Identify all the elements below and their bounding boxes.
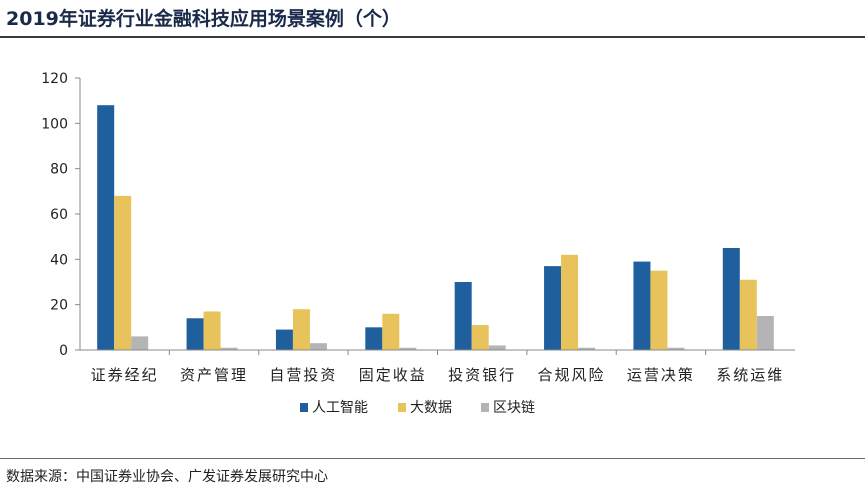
x-category-label: 投资银行 [448,366,516,384]
y-axis: 0 20 40 60 80 100 120 [41,71,81,359]
bar-2-1 [114,195,132,350]
x-category-label: 证券经纪 [91,366,159,384]
bar-3-3 [309,343,327,350]
bar-1-2 [186,318,204,350]
x-category-label: 运营决策 [627,366,695,384]
x-axis: 证券经纪 资产管理 自营投资 固定收益 投资银行 合规风险 运营决策 系统运维 [80,349,795,384]
legend-swatch-1 [300,403,308,412]
x-category-label: 资产管理 [180,366,248,384]
y-tick-label: 100 [41,116,68,132]
bar-3-4 [399,347,417,350]
bar-1-8 [722,248,740,350]
legend-label-3: 区块链 [493,400,535,416]
bar-3-5 [488,345,506,350]
legend-swatch-2 [398,403,406,412]
legend: 人工智能 大数据 区块链 [300,400,535,416]
bar-1-6 [544,266,562,350]
x-category-label: 自营投资 [269,366,337,384]
bar-1-4 [365,327,383,350]
bar-3-6 [578,347,596,350]
bar-3-8 [756,316,774,350]
bar-3-1 [131,336,149,350]
x-category-label: 合规风险 [538,366,606,384]
bar-3-2 [220,347,238,350]
bar-3-7 [667,347,685,350]
y-tick-label: 80 [50,162,68,178]
legend-swatch-3 [481,403,489,412]
bar-1-1 [97,105,115,350]
x-category-label: 系统运维 [716,366,784,384]
y-tick-label: 40 [50,252,68,268]
bars [97,105,774,350]
legend-label-1: 人工智能 [312,400,368,416]
bar-chart: 0 20 40 60 80 100 120 证券经纪 资产管理 自营投资 固定收益 投资银行 合规风险… [41,71,795,416]
legend-label-2: 大数据 [410,400,452,416]
footer-divider [0,458,865,459]
bar-2-8 [739,279,757,350]
bar-2-3 [292,309,310,350]
y-tick-label: 120 [41,71,68,87]
y-tick-label: 0 [59,343,68,359]
source-note: 数据来源：中国证券业协会、广发证券发展研究中心 [6,469,328,485]
bar-2-2 [203,311,221,350]
bar-1-5 [454,282,472,350]
chart-title: 2019年证券行业金融科技应用场景案例（个） [6,8,401,30]
y-tick-label: 20 [50,298,68,314]
bar-1-3 [275,329,293,350]
bar-2-5 [471,325,489,350]
x-category-label: 固定收益 [359,366,427,384]
bar-2-6 [561,254,579,350]
y-tick-label: 60 [50,207,68,223]
bar-1-7 [633,261,651,350]
bar-2-4 [382,313,400,350]
title-divider [0,36,865,38]
bar-2-7 [650,270,668,350]
